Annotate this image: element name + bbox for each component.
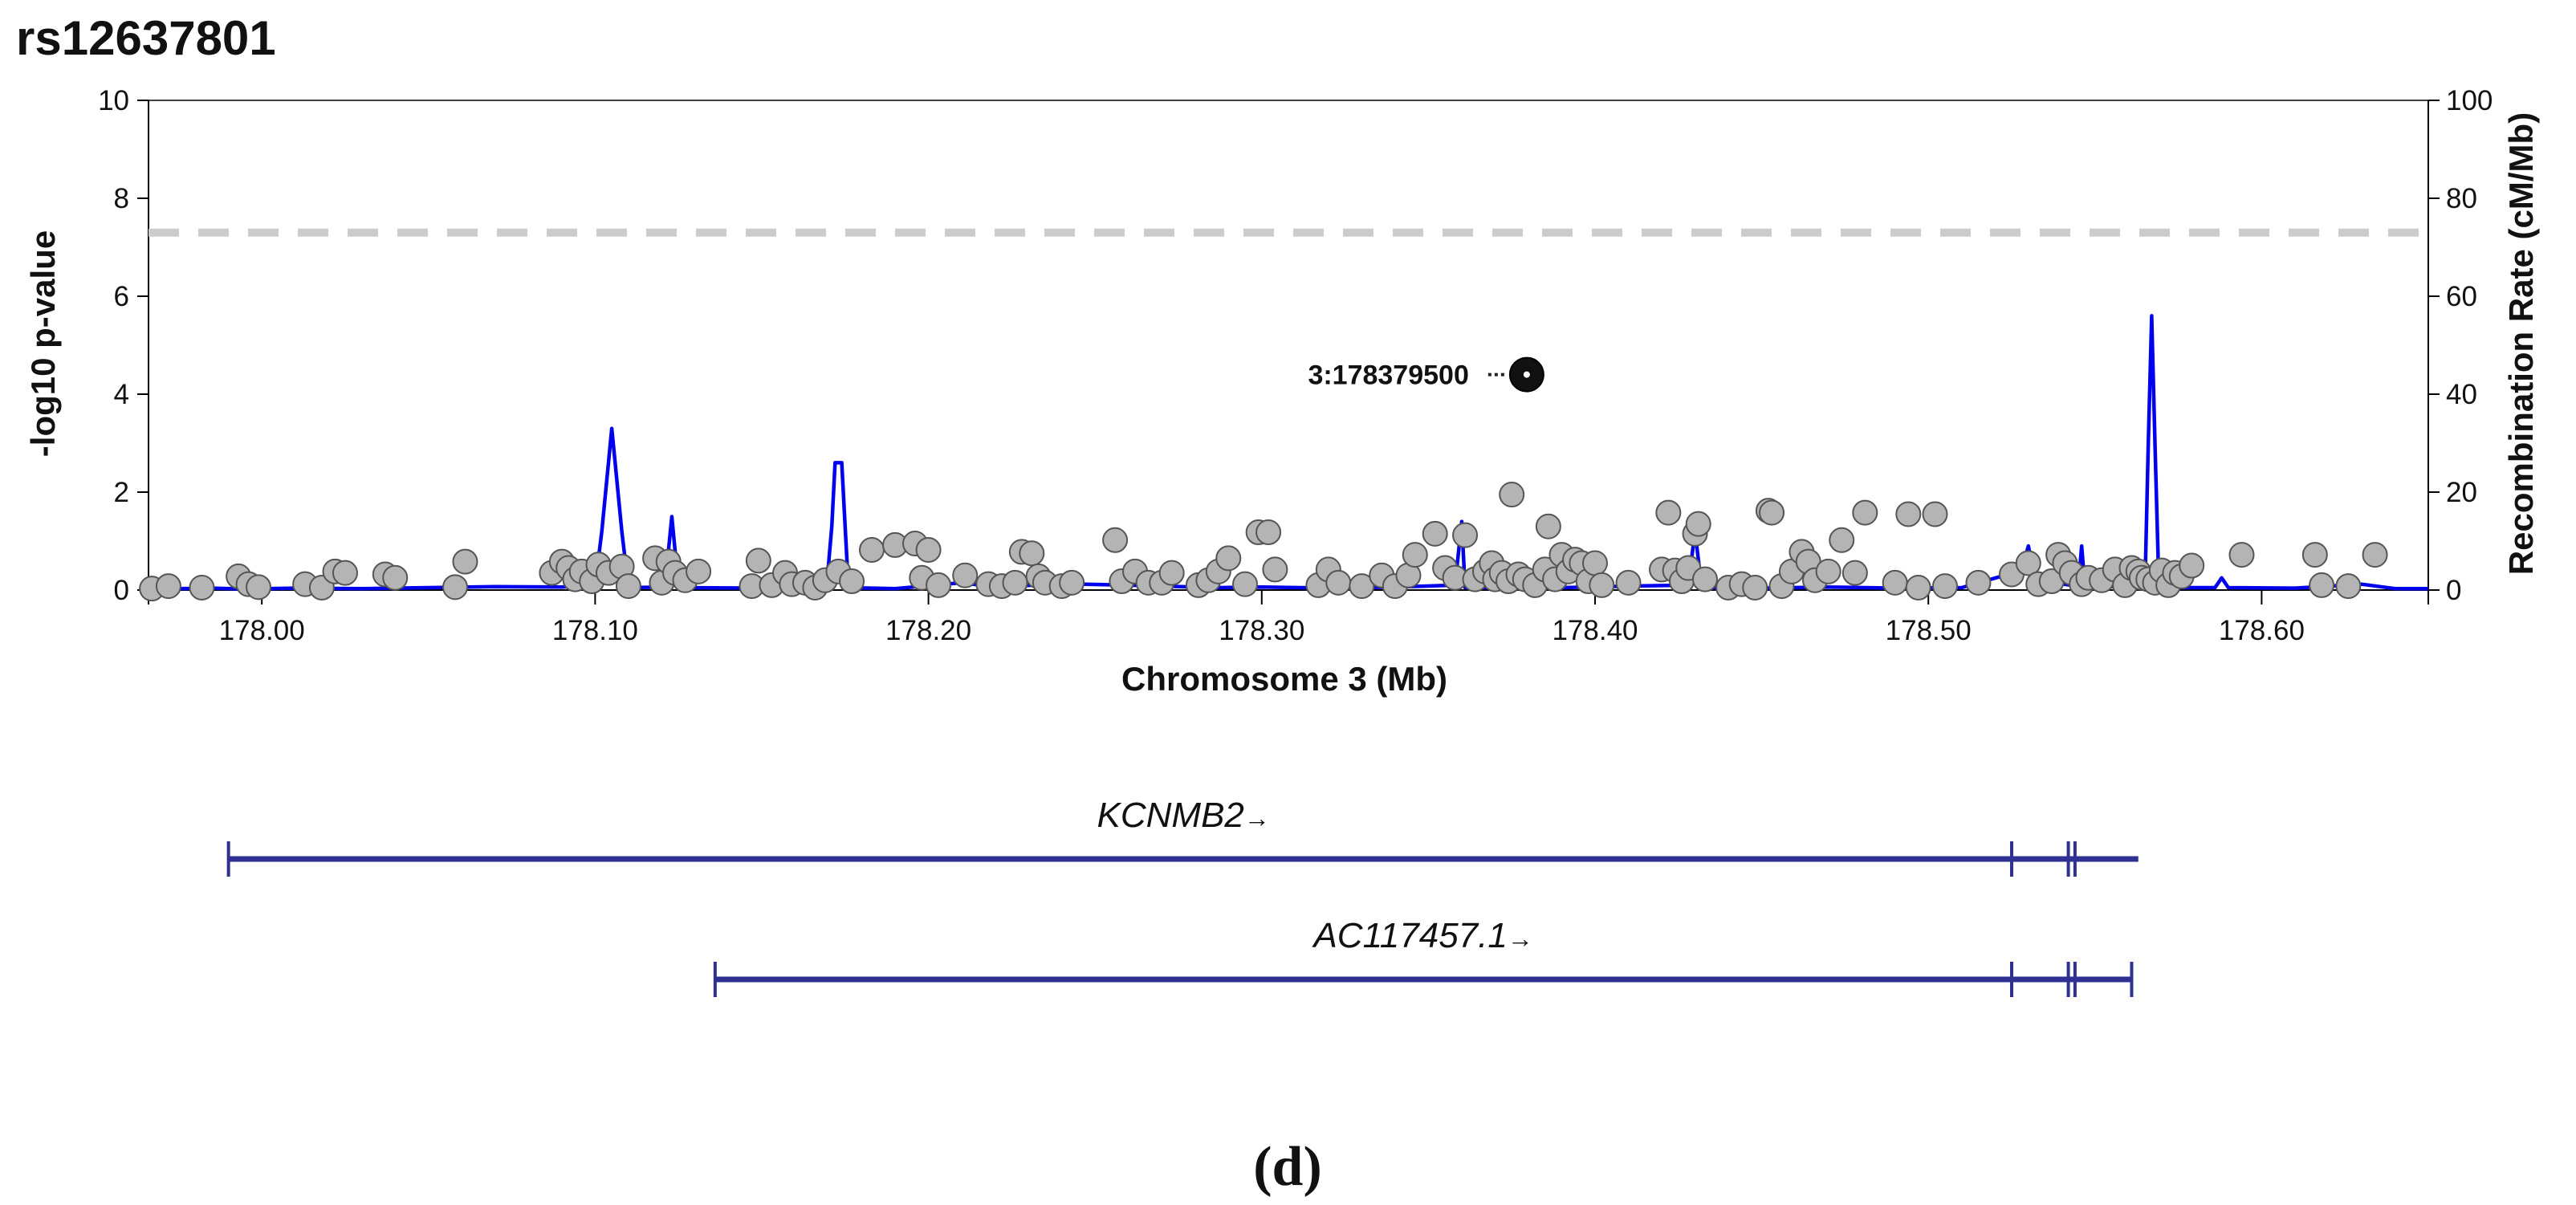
- gene-track: KCNMB2→ AC117457.1→: [226, 796, 2139, 997]
- snp-point: [1815, 558, 1841, 584]
- snp-point: [1102, 527, 1129, 553]
- lead-snp-label: 3:178379500: [1308, 360, 1468, 391]
- snp-point: [858, 536, 885, 563]
- y-tick-label: 6: [114, 281, 129, 312]
- snp-point: [915, 536, 942, 563]
- snp-point: [1615, 569, 1642, 596]
- lead-snp-center: [1523, 371, 1530, 378]
- snp-point: [189, 574, 215, 600]
- y-tick-label: 10: [98, 85, 129, 116]
- snp-point: [246, 574, 272, 600]
- y-tick-label: 2: [114, 477, 129, 508]
- snp-point: [839, 568, 865, 595]
- snp-point: [1349, 573, 1375, 600]
- panel-label: (d): [1253, 1136, 1322, 1198]
- chart-title: rs12637801: [16, 11, 276, 65]
- snp-point: [1685, 511, 1711, 537]
- lead-snp-layer: 3:178379500: [1308, 356, 1544, 393]
- snp-point: [382, 564, 409, 591]
- snp-point: [1002, 569, 1028, 596]
- snp-point: [1262, 556, 1288, 583]
- y2-tick-label: 0: [2446, 575, 2461, 606]
- snp-point: [1158, 560, 1185, 586]
- snp-point: [452, 548, 478, 575]
- recombination-layer: [148, 314, 2428, 592]
- snp-point: [1535, 513, 1561, 539]
- y2-axis-title: Recombination Rate (cM/Mb): [2502, 112, 2540, 575]
- snp-point: [1589, 572, 1615, 598]
- snp-point: [1759, 499, 1785, 526]
- snp-point: [686, 558, 712, 584]
- snp-point: [615, 573, 641, 600]
- snp-point: [1655, 499, 1682, 526]
- x-tick-label: 178.50: [1886, 615, 1972, 646]
- snp-point: [1965, 569, 1992, 596]
- snp-point: [442, 574, 468, 600]
- snp-point: [1402, 542, 1428, 568]
- snp-point: [2301, 542, 2328, 568]
- recombination-rate-line: [148, 314, 2428, 592]
- snp-point: [1255, 519, 1282, 546]
- y-tick-label: 8: [114, 183, 129, 214]
- snp-point: [1422, 520, 1448, 547]
- snp-point: [1742, 574, 1768, 600]
- snp-point: [2228, 542, 2255, 568]
- snp-point: [1829, 527, 1855, 553]
- x-tick-label: 178.10: [552, 615, 638, 646]
- snp-point: [1059, 569, 1085, 596]
- snp-point: [332, 560, 358, 586]
- snp-point: [1232, 571, 1259, 597]
- x-tick-label: 178.60: [2219, 615, 2305, 646]
- snp-point: [1852, 499, 1878, 526]
- x-tick-label: 178.40: [1552, 615, 1638, 646]
- x-tick-label: 178.30: [1219, 615, 1304, 646]
- y-tick-label: 4: [114, 379, 129, 410]
- snp-point: [1325, 569, 1352, 596]
- snp-point: [1499, 482, 1525, 508]
- y-axis-title: -log10 p-value: [24, 230, 62, 457]
- snp-point: [2179, 552, 2205, 579]
- x-tick-label: 178.20: [885, 615, 971, 646]
- y2-tick-label: 100: [2446, 85, 2493, 116]
- snp-point: [1452, 522, 1479, 548]
- snp-point: [1922, 501, 1948, 527]
- snp-point: [155, 573, 181, 600]
- y2-tick-label: 20: [2446, 477, 2477, 508]
- gene-strand-arrow: →: [1508, 924, 1533, 953]
- snp-point: [1931, 573, 1958, 600]
- snp-point: [1215, 545, 1242, 572]
- snp-point: [926, 572, 952, 598]
- snp-point: [952, 562, 979, 588]
- y2-tick-label: 40: [2446, 379, 2477, 410]
- snp-point: [745, 548, 771, 574]
- snp-point: [2015, 550, 2041, 576]
- gene-label: AC117457.1→: [1311, 916, 1532, 955]
- snp-point: [1882, 569, 1908, 596]
- y-tick-label: 0: [114, 575, 129, 606]
- snp-layer: [139, 482, 2388, 602]
- snp-point: [1019, 540, 1045, 567]
- snp-point: [2309, 572, 2335, 598]
- snp-point: [1692, 566, 1719, 592]
- y2-tick-label: 80: [2446, 183, 2477, 214]
- snp-point: [1905, 574, 1931, 600]
- x-axis-title: Chromosome 3 (Mb): [1121, 660, 1447, 698]
- gene-label: KCNMB2→: [1097, 796, 1270, 835]
- snp-point: [1581, 550, 1608, 576]
- snp-point: [2362, 542, 2388, 568]
- snp-point: [1895, 501, 1922, 527]
- gene-strand-arrow: →: [1244, 804, 1270, 833]
- snp-point: [2335, 573, 2362, 600]
- snp-point: [1841, 560, 1868, 586]
- y2-tick-label: 60: [2446, 281, 2477, 312]
- x-tick-label: 178.00: [219, 615, 305, 646]
